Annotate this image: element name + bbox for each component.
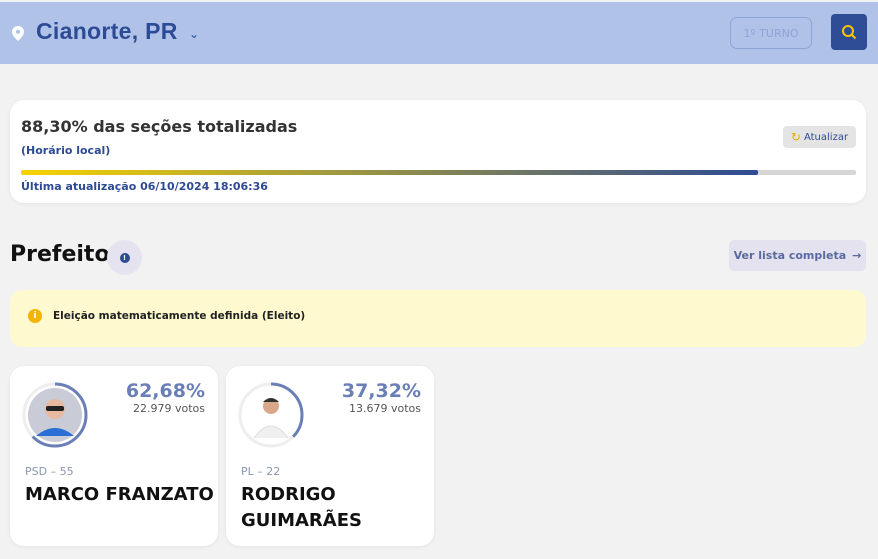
info-button[interactable]: ! — [107, 240, 142, 275]
search-button[interactable] — [831, 14, 867, 50]
search-icon — [842, 25, 857, 40]
candidate-votes: 13.679 votos — [349, 402, 421, 415]
local-time-label: (Horário local) — [21, 144, 111, 157]
totalization-card: 88,30% das seções totalizadas (Horário l… — [10, 100, 866, 203]
candidate-votes: 22.979 votos — [133, 402, 205, 415]
chevron-down-icon[interactable]: ⌄ — [189, 27, 200, 41]
view-full-list-label: Ver lista completa — [733, 249, 847, 262]
section-title: Prefeito — [10, 242, 110, 267]
candidate-name: RODRIGO GUIMARÃES — [241, 484, 362, 531]
candidate-name: MARCO FRANZATO — [25, 484, 214, 505]
candidate-party: PL – 22 — [241, 465, 281, 478]
candidate-card[interactable]: 37,32% 13.679 votos PL – 22 RODRIGO GUIM… — [226, 366, 434, 546]
header: Cianorte, PR ⌄ 1º TURNO — [0, 2, 878, 64]
location-title[interactable]: Cianorte, PR — [36, 18, 178, 44]
view-full-list-button[interactable]: Ver lista completa → — [729, 240, 866, 271]
alert-text: Eleição matematicamente definida (Eleito… — [53, 310, 306, 322]
arrow-right-icon: → — [852, 249, 862, 262]
candidate-percent: 37,32% — [341, 380, 421, 402]
progress-fill — [21, 170, 759, 175]
last-update: Última atualização 06/10/2024 18:06:36 — [21, 180, 268, 193]
info-icon: ! — [119, 252, 130, 263]
turno-button[interactable]: 1º TURNO — [730, 17, 812, 49]
candidate-avatar — [22, 382, 88, 448]
refresh-icon: ↻ — [790, 130, 801, 144]
candidate-percent: 62,68% — [125, 380, 205, 402]
candidate-avatar — [238, 382, 304, 448]
progress-bar — [21, 170, 856, 175]
map-pin-icon — [12, 26, 24, 41]
election-alert: i Eleição matematicamente definida (Elei… — [10, 290, 866, 347]
refresh-label: Atualizar — [803, 131, 849, 143]
candidate-card[interactable]: 62,68% 22.979 votos PSD – 55 MARCO FRANZ… — [10, 366, 218, 546]
totalization-title: 88,30% das seções totalizadas — [21, 117, 298, 136]
refresh-button[interactable]: ↻ Atualizar — [783, 126, 856, 148]
candidate-party: PSD – 55 — [25, 465, 74, 478]
info-icon: i — [28, 309, 42, 323]
